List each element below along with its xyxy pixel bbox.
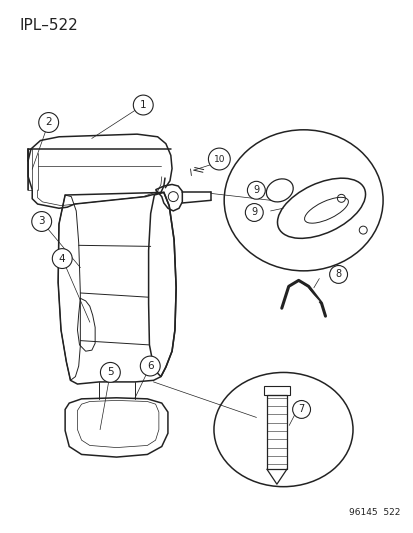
- Circle shape: [208, 148, 230, 170]
- Text: 10: 10: [213, 155, 225, 164]
- Text: 8: 8: [335, 270, 341, 279]
- Circle shape: [245, 204, 263, 221]
- Circle shape: [100, 362, 120, 382]
- Circle shape: [292, 400, 310, 418]
- Circle shape: [52, 248, 72, 269]
- Text: 1: 1: [140, 100, 146, 110]
- Text: 5: 5: [107, 367, 114, 377]
- Circle shape: [329, 265, 347, 284]
- Circle shape: [140, 356, 160, 376]
- Text: 4: 4: [59, 254, 65, 263]
- Text: IPL–522: IPL–522: [19, 18, 78, 33]
- Text: 9: 9: [251, 207, 257, 217]
- Text: 6: 6: [147, 361, 153, 371]
- Circle shape: [133, 95, 153, 115]
- Text: 3: 3: [38, 216, 45, 227]
- Text: 7: 7: [298, 405, 304, 415]
- Text: 2: 2: [45, 117, 52, 127]
- Circle shape: [32, 212, 52, 231]
- Text: 96145  522: 96145 522: [349, 508, 400, 518]
- Circle shape: [247, 181, 265, 199]
- Circle shape: [39, 112, 59, 132]
- Text: 9: 9: [253, 185, 259, 195]
